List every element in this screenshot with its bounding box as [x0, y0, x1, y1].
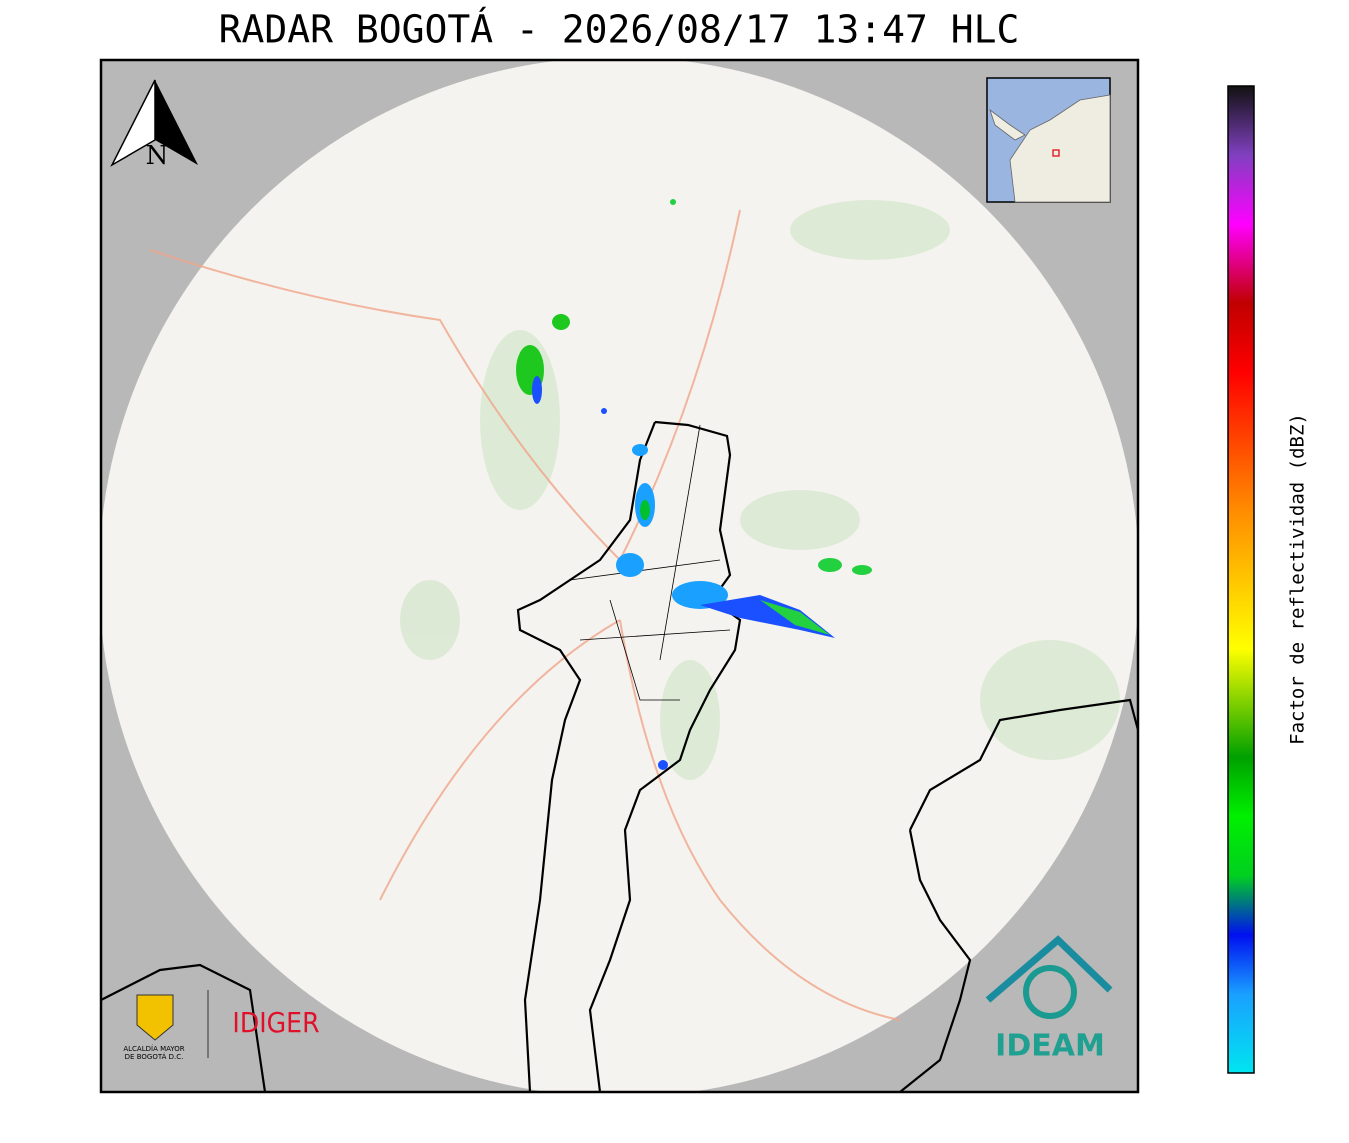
north-label: N — [146, 141, 169, 171]
inset-map — [986, 77, 1111, 203]
logos: ALCALDÍA MAYOR DE BOGOTÁ D.C. IDIGER IDE… — [123, 935, 1113, 1064]
alcaldia-line: ALCALDÍA MAYOR — [123, 1044, 184, 1053]
boundaries — [101, 420, 1138, 1092]
colorbar — [1227, 85, 1255, 1074]
roads — [149, 209, 901, 1021]
title: RADAR BOGOTÁ - 2026/08/17 13:47 HLC — [219, 8, 1020, 52]
districts — [569, 424, 731, 701]
idiger-logo: IDIGER — [232, 1006, 319, 1039]
alcaldia-line: DE BOGOTÁ D.C. — [125, 1052, 184, 1061]
terrain — [400, 200, 1120, 780]
colorbar-label: Factor de reflectividad (dBZ) — [1287, 413, 1309, 745]
radar-range — [101, 60, 1138, 1092]
north-arrow: N — [110, 79, 198, 171]
radar-echoes — [516, 199, 872, 770]
plot-frame — [99, 58, 1140, 1094]
ideam-logo: IDEAM — [995, 1029, 1105, 1064]
map: N ALCALDÍA MAYOR DE BOGOTÁ D.C. IDIGER I… — [101, 60, 1138, 1092]
